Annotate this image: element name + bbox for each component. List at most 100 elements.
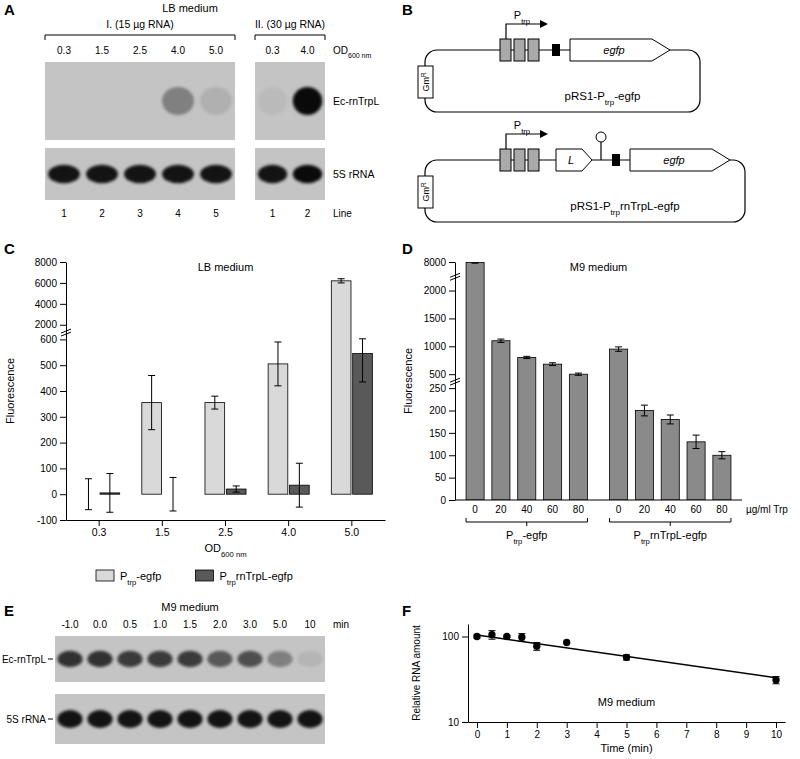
error-bar bbox=[575, 373, 582, 375]
tick-mark bbox=[537, 722, 538, 728]
text-part: rnTrpL-egfp bbox=[650, 529, 707, 541]
text-part: 4.0 bbox=[301, 45, 315, 56]
tick-mark bbox=[449, 411, 455, 412]
tick-label: 2.5 bbox=[218, 526, 233, 538]
operator-box bbox=[528, 149, 539, 171]
tick-label: 600 bbox=[40, 334, 57, 345]
tick: 7 bbox=[684, 722, 690, 740]
error-bar bbox=[296, 463, 303, 507]
text-part: 0.0 bbox=[93, 619, 107, 630]
text-part: min bbox=[333, 619, 349, 630]
gene-label: egfp bbox=[603, 44, 624, 56]
resistance-label: GmR bbox=[420, 182, 432, 202]
tick-mark bbox=[60, 339, 66, 340]
plot-area bbox=[473, 631, 779, 684]
text-part: rnTrpL-egfp bbox=[620, 200, 680, 212]
tick: 0.3 bbox=[92, 520, 107, 538]
tick: 300 bbox=[40, 412, 66, 423]
text-part: -egfp bbox=[522, 529, 547, 541]
leader-label: L bbox=[568, 154, 574, 166]
tick-mark bbox=[449, 433, 455, 434]
band bbox=[258, 165, 287, 184]
tick: 100 bbox=[442, 631, 468, 642]
group-label: I. (15 µg RNA) bbox=[106, 18, 173, 30]
promoter-label: Ptrp bbox=[514, 9, 530, 26]
text-part: P bbox=[634, 529, 641, 541]
panel-label: E bbox=[4, 602, 14, 619]
text-part: -1.0 bbox=[61, 619, 79, 630]
error-bar bbox=[359, 339, 366, 382]
tick-mark bbox=[627, 722, 628, 728]
y-axis: -10001002003004005006002000400060008000 bbox=[35, 257, 67, 526]
tick-label: 400 bbox=[40, 386, 57, 397]
blot: LB mediumI. (15 µg RNA)0.31.52.54.05.012… bbox=[45, 2, 379, 219]
tick-mark bbox=[686, 722, 687, 728]
tick-label: 2 bbox=[535, 729, 541, 740]
text-part: 20 bbox=[639, 504, 651, 515]
error-bar bbox=[233, 486, 240, 492]
terminator-loop bbox=[596, 132, 606, 142]
bar bbox=[492, 341, 510, 500]
panel-label: D bbox=[402, 240, 413, 257]
blot-membrane bbox=[45, 62, 235, 140]
tick: 5.0 bbox=[345, 520, 360, 538]
blot: M9 medium-1.00.00.51.01.52.03.05.010Ec-r… bbox=[2, 601, 349, 744]
lane-label: 10 bbox=[304, 619, 316, 630]
text-part: pRS1-P bbox=[570, 200, 611, 212]
chart-title: LB medium bbox=[198, 261, 254, 273]
text-part: trp bbox=[127, 578, 136, 587]
tick-label: 100 bbox=[429, 450, 446, 461]
band bbox=[293, 87, 322, 115]
bar bbox=[518, 357, 536, 500]
tick: 200 bbox=[40, 437, 66, 448]
tick-label: 80 bbox=[716, 504, 728, 515]
text-part: 600 nm bbox=[348, 52, 372, 59]
lane-label: 0.3 bbox=[57, 45, 71, 56]
operator-box bbox=[500, 39, 511, 61]
lane-label: 5.0 bbox=[273, 619, 287, 630]
tick-label: 150 bbox=[429, 428, 446, 439]
text-part: 40 bbox=[665, 504, 677, 515]
tick-label: 1500 bbox=[424, 313, 447, 324]
tick: 6 bbox=[654, 722, 660, 740]
tick: 8000 bbox=[424, 257, 455, 268]
text-part: OD bbox=[204, 542, 221, 554]
bar-chart: 020406080Ptrp-egfp020406080PtrprnTrpL-eg… bbox=[402, 257, 788, 546]
text-part: Fluorescence bbox=[4, 358, 16, 424]
tick-label: 8 bbox=[714, 729, 720, 740]
text-part: trp bbox=[521, 17, 530, 26]
tick-label: 4.0 bbox=[281, 526, 296, 538]
text-part: trp bbox=[513, 537, 522, 546]
tick: 1500 bbox=[424, 313, 455, 324]
tick: 200 bbox=[429, 405, 455, 416]
text-part: B bbox=[402, 1, 413, 18]
text-part: 2 bbox=[99, 208, 105, 219]
band bbox=[124, 87, 156, 115]
text-part: 0.5 bbox=[123, 619, 137, 630]
blot-title: LB medium bbox=[162, 2, 218, 14]
bar bbox=[661, 419, 679, 500]
text-part: 1.0 bbox=[153, 619, 167, 630]
lane-label: 0.5 bbox=[123, 619, 137, 630]
bar bbox=[205, 403, 225, 495]
error-bar bbox=[693, 435, 700, 448]
tick-label: 1000 bbox=[424, 341, 447, 352]
text-part: P bbox=[514, 9, 521, 21]
band bbox=[87, 651, 112, 668]
band bbox=[48, 165, 80, 184]
y-label: Fluorescence bbox=[402, 348, 414, 414]
point bbox=[518, 634, 525, 641]
resistance-box bbox=[418, 176, 433, 208]
tick-label: 5.0 bbox=[345, 526, 360, 538]
plasmid-outline bbox=[425, 50, 700, 112]
text-part: 5.0 bbox=[273, 619, 287, 630]
lane-label: 0.0 bbox=[93, 619, 107, 630]
text-part: 0.3 bbox=[57, 45, 71, 56]
band bbox=[117, 651, 142, 668]
tick: 0 bbox=[475, 722, 481, 740]
text-part: µg/ml Trp bbox=[746, 504, 788, 515]
promoter-arrow bbox=[506, 134, 540, 149]
band bbox=[258, 87, 287, 115]
tick: 100 bbox=[429, 450, 455, 461]
tick-mark bbox=[449, 478, 455, 479]
